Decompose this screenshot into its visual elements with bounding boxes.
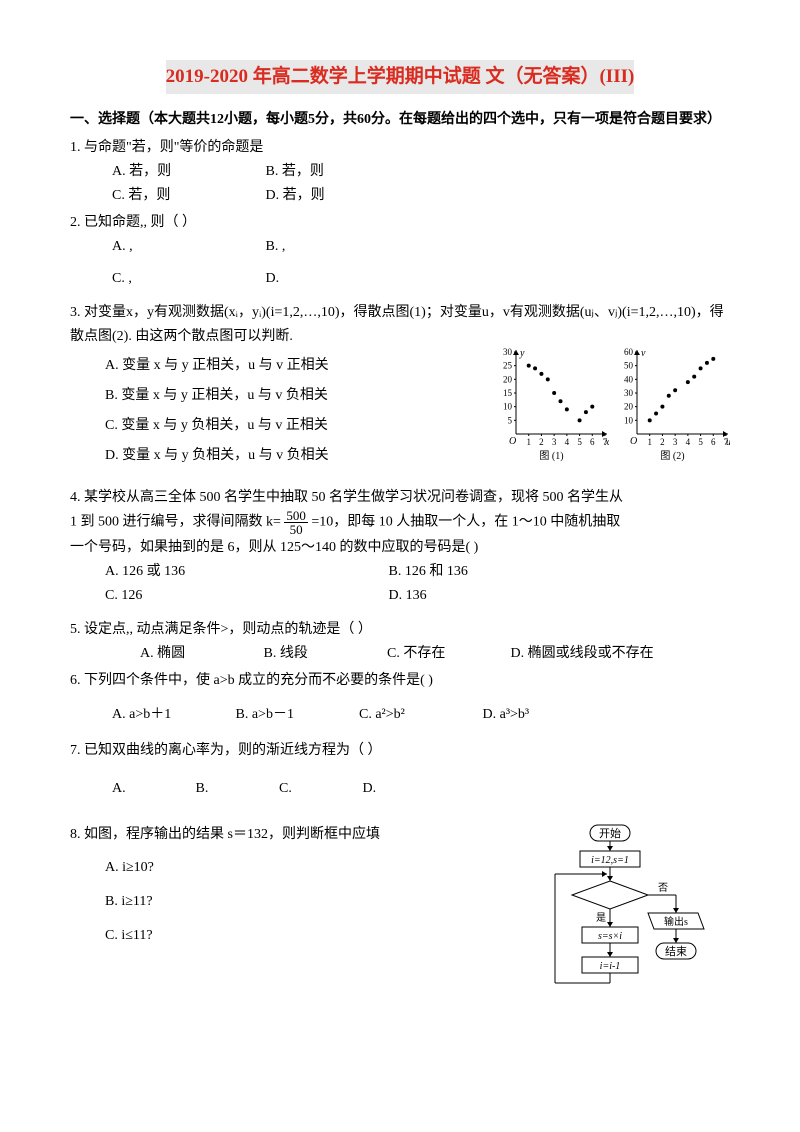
svg-text:5: 5 xyxy=(577,437,582,447)
svg-text:1: 1 xyxy=(526,437,531,447)
svg-text:1: 1 xyxy=(647,437,652,447)
fraction-icon: 50050 xyxy=(284,509,308,536)
question-2: 2. 已知命题,, 则（ ） A. , B. , C. , D. xyxy=(70,211,730,290)
question-7: 7. 已知双曲线的离心率为，则的渐近线方程为（ ） A. B. C. D. xyxy=(70,739,730,801)
q4-opt-a: A. 126 或 136 xyxy=(105,560,385,584)
scatter-chart-2: 1020304050601234567Ouv 图 (2) xyxy=(615,348,730,465)
svg-text:4: 4 xyxy=(565,437,570,447)
q5-opt-d: D. 椭圆或线段或不存在 xyxy=(511,642,671,666)
q4-line1: 4. 某学校从高三全体 500 名学生中抽取 50 名学生做学习状况问卷调查，现… xyxy=(70,486,730,510)
svg-text:i=i-1: i=i-1 xyxy=(600,961,621,972)
svg-text:s=s×i: s=s×i xyxy=(598,931,622,942)
q4-opt-c: C. 126 xyxy=(105,584,385,608)
q6-stem: 6. 下列四个条件中，使 a>b 成立的充分而不必要的条件是( ) xyxy=(70,669,730,693)
svg-text:是: 是 xyxy=(596,912,606,924)
question-4: 4. 某学校从高三全体 500 名学生中抽取 50 名学生做学习状况问卷调查，现… xyxy=(70,486,730,608)
svg-text:O: O xyxy=(630,436,637,447)
page-title: 2019-2020 年高二数学上学期期中试题 文（无答案）(III) xyxy=(166,60,635,94)
svg-text:5: 5 xyxy=(698,437,703,447)
q7-opt-b: B. xyxy=(196,777,276,801)
svg-text:30: 30 xyxy=(503,348,513,357)
svg-text:y: y xyxy=(519,348,525,359)
svg-text:4: 4 xyxy=(686,437,691,447)
chart1-caption: 图 (1) xyxy=(494,448,609,465)
q7-opt-a: A. xyxy=(112,777,192,801)
q2-stem: 2. 已知命题,, 则（ ） xyxy=(70,211,730,235)
q6-opt-c: C. a²>b² xyxy=(359,703,479,727)
q3-opt-c: C. 变量 x 与 y 负相关，u 与 v 正相关 xyxy=(105,414,494,438)
q1-opt-b: B. 若，则 xyxy=(266,160,416,184)
question-6: 6. 下列四个条件中，使 a>b 成立的充分而不必要的条件是( ) A. a>b… xyxy=(70,669,730,727)
q1-opt-a: A. 若，则 xyxy=(112,160,262,184)
svg-text:6: 6 xyxy=(590,437,595,447)
q8-opt-c: C. i≤11? xyxy=(70,924,545,948)
q4-line3: 一个号码，如果抽到的是 6，则从 125～140 的数中应取的号码是( ) xyxy=(70,536,730,560)
flowchart-diagram: 开始 i=12,s=1 否输出s 结束 是 s=s×i i=i-1 xyxy=(545,823,730,1033)
q3-opt-d: D. 变量 x 与 y 负相关，u 与 v 负相关 xyxy=(105,444,494,468)
q6-opt-d: D. a³>b³ xyxy=(483,703,603,727)
question-5: 5. 设定点,, 动点满足条件>，则动点的轨迹是（ ） A. 椭圆 B. 线段 … xyxy=(70,618,730,666)
q2-opt-d: D. xyxy=(266,267,416,291)
q7-opt-c: C. xyxy=(279,777,359,801)
q4-line2a: 1 到 500 进行编号，求得间隔数 k= xyxy=(70,515,284,530)
q6-opt-a: A. a>b＋1 xyxy=(112,703,232,727)
q3-stem: 3. 对变量x，y有观测数据(xᵢ，yᵢ)(i=1,2,…,10)，得散点图(1… xyxy=(70,301,730,349)
svg-text:20: 20 xyxy=(503,375,513,385)
svg-text:5: 5 xyxy=(508,416,513,426)
svg-text:u: u xyxy=(726,437,730,448)
svg-text:v: v xyxy=(641,348,646,359)
question-1: 1. 与命题"若，则"等价的命题是 A. 若，则 B. 若，则 C. 若，则 D… xyxy=(70,136,730,207)
q4-line2b: =10，即每 10 人抽取一个人，在 1～10 中随机抽取 xyxy=(308,515,620,530)
svg-text:x: x xyxy=(604,437,609,448)
q5-stem: 5. 设定点,, 动点满足条件>，则动点的轨迹是（ ） xyxy=(70,618,730,642)
svg-text:50: 50 xyxy=(624,361,634,371)
q1-opt-d: D. 若，则 xyxy=(266,184,416,208)
svg-text:输出s: 输出s xyxy=(664,915,688,928)
svg-text:否: 否 xyxy=(658,882,668,894)
question-8: 8. 如图，程序输出的结果 s＝132，则判断框中应填 A. i≥10? B. … xyxy=(70,823,730,1033)
q2-opt-b: B. , xyxy=(266,235,416,259)
q4-opt-b: B. 126 和 136 xyxy=(389,560,669,584)
q7-opt-d: D. xyxy=(363,777,443,801)
q7-stem: 7. 已知双曲线的离心率为，则的渐近线方程为（ ） xyxy=(70,739,730,763)
question-3: 3. 对变量x，y有观测数据(xᵢ，yᵢ)(i=1,2,…,10)，得散点图(1… xyxy=(70,301,730,474)
q5-opt-a: A. 椭圆 xyxy=(140,642,260,666)
q5-opt-b: B. 线段 xyxy=(264,642,384,666)
svg-text:3: 3 xyxy=(552,437,557,447)
svg-text:O: O xyxy=(509,436,516,447)
section-heading: 一、选择题（本大题共12小题，每小题5分，共60分。在每题给出的四个选中，只有一… xyxy=(70,108,730,132)
q8-stem: 8. 如图，程序输出的结果 s＝132，则判断框中应填 xyxy=(70,823,545,847)
q2-opt-a: A. , xyxy=(112,235,262,259)
svg-text:30: 30 xyxy=(624,388,634,398)
scatter-chart-1: 510152025301234567Oxy 图 (1) xyxy=(494,348,609,465)
q4-opt-d: D. 136 xyxy=(389,584,669,608)
q2-opt-c: C. , xyxy=(112,267,262,291)
svg-text:结束: 结束 xyxy=(665,945,687,958)
q1-stem: 1. 与命题"若，则"等价的命题是 xyxy=(70,136,730,160)
q3-opt-b: B. 变量 x 与 y 正相关，u 与 v 负相关 xyxy=(105,384,494,408)
q8-opt-b: B. i≥11? xyxy=(70,890,545,914)
svg-text:6: 6 xyxy=(711,437,716,447)
svg-text:开始: 开始 xyxy=(599,826,621,840)
chart2-caption: 图 (2) xyxy=(615,448,730,465)
svg-text:2: 2 xyxy=(539,437,544,447)
svg-text:i=12,s=1: i=12,s=1 xyxy=(591,855,629,866)
q3-opt-a: A. 变量 x 与 y 正相关，u 与 v 正相关 xyxy=(105,354,494,378)
svg-text:3: 3 xyxy=(673,437,678,447)
svg-text:2: 2 xyxy=(660,437,665,447)
q5-opt-c: C. 不存在 xyxy=(387,642,507,666)
svg-text:20: 20 xyxy=(624,402,634,412)
q8-opt-a: A. i≥10? xyxy=(70,856,545,880)
svg-text:60: 60 xyxy=(624,348,634,357)
q1-opt-c: C. 若，则 xyxy=(112,184,262,208)
svg-text:10: 10 xyxy=(624,416,634,426)
svg-text:40: 40 xyxy=(624,375,634,385)
q6-opt-b: B. a>b－1 xyxy=(236,703,356,727)
svg-text:10: 10 xyxy=(503,402,513,412)
svg-text:25: 25 xyxy=(503,361,513,371)
svg-text:15: 15 xyxy=(503,388,513,398)
